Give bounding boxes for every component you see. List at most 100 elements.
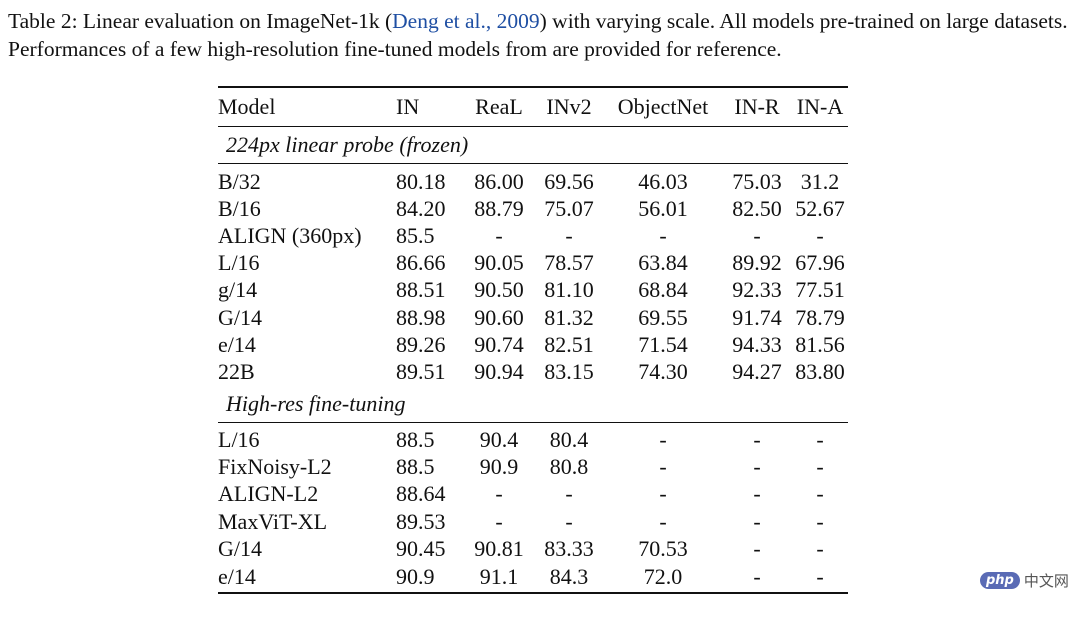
score-cell: 83.33 — [544, 535, 594, 561]
table-row: MaxViT-XL 89.53 - - - - - — [218, 508, 848, 535]
score-cell: - — [792, 562, 848, 595]
score-cell: 89.26 — [396, 331, 446, 357]
score-cell: 89.51 — [396, 358, 446, 384]
score-cell: 90.81 — [474, 535, 524, 561]
score-cell: - — [753, 481, 761, 507]
model-name-cell: G/14 — [218, 304, 262, 330]
model-name-cell: L/16 — [218, 427, 260, 453]
watermark-text: 中文网 — [1023, 572, 1069, 590]
score-cell: 68.84 — [638, 277, 688, 303]
score-cell: 74.30 — [638, 358, 688, 384]
model-name-cell: G/14 — [218, 535, 262, 561]
score-cell: 88.51 — [396, 277, 446, 303]
section-title: 224px linear probe (frozen) — [218, 126, 848, 164]
column-header: ReaL — [464, 86, 534, 127]
score-cell: - — [816, 222, 824, 248]
model-name-cell: g/14 — [218, 277, 258, 303]
score-cell: - — [753, 454, 761, 480]
column-header: ObjectNet — [604, 86, 722, 127]
score-cell: - — [659, 427, 667, 453]
score-cell: 84.3 — [534, 562, 604, 595]
caption-text-before: Table 2: Linear evaluation on ImageNet-1… — [8, 9, 393, 33]
model-name-cell: FixNoisy-L2 — [218, 454, 332, 480]
score-cell: - — [659, 481, 667, 507]
score-cell: 52.67 — [795, 195, 845, 221]
score-cell: 80.8 — [549, 454, 589, 480]
score-cell: 83.15 — [544, 358, 594, 384]
score-cell: 78.57 — [544, 250, 594, 276]
score-cell: - — [495, 508, 503, 534]
table-row: 22B 89.51 90.94 83.15 74.30 94.27 83.80 — [218, 358, 848, 385]
table-row: B/16 84.20 88.79 75.07 56.01 82.50 52.67 — [218, 195, 848, 222]
column-header: Model — [218, 86, 396, 127]
score-cell: 83.80 — [795, 358, 845, 384]
score-cell: 86.00 — [474, 168, 524, 194]
watermark-logo: php — [980, 572, 1020, 589]
score-cell: 75.03 — [732, 168, 782, 194]
table-row: g/14 88.51 90.50 81.10 68.84 92.33 77.51 — [218, 277, 848, 304]
score-cell: 80.4 — [549, 427, 589, 453]
model-name-cell: L/16 — [218, 250, 260, 276]
score-cell: 94.27 — [732, 358, 782, 384]
score-cell: 69.55 — [638, 304, 688, 330]
score-cell: - — [495, 222, 503, 248]
table-row: e/14 90.9 91.1 84.3 72.0- - — [218, 562, 848, 595]
table-row: ALIGN (360px) 85.5 - - - - - — [218, 222, 848, 249]
score-cell: 90.60 — [474, 304, 524, 330]
table-body: 224px linear probe (frozen) B/32 80.18 86.0… — [218, 126, 848, 595]
score-cell: - — [565, 508, 573, 534]
watermark: php 中文网 — [980, 570, 1069, 591]
table-caption: Table 2: Linear evaluation on ImageNet-1… — [8, 7, 1072, 63]
score-cell: 88.5 — [396, 454, 435, 480]
score-cell: 82.51 — [544, 331, 594, 357]
score-cell: 86.66 — [396, 250, 446, 276]
score-cell: 88.79 — [474, 195, 524, 221]
score-cell: 90.74 — [474, 331, 524, 357]
citation-link[interactable]: Deng et al., 2009 — [392, 9, 540, 33]
score-cell: 92.33 — [732, 277, 782, 303]
score-cell: 90.45 — [396, 535, 446, 561]
score-cell: 88.64 — [396, 481, 446, 507]
caption-text-after: ) with varying scale. All models pre-tra… — [8, 9, 1068, 61]
model-name-cell: 22B — [218, 358, 255, 384]
score-cell: - — [816, 508, 824, 534]
score-cell: 90.9 — [479, 454, 519, 480]
table-header-row: Model IN ReaL INv2 ObjectNet IN-R IN-A — [218, 86, 848, 127]
column-header: INv2 — [534, 86, 604, 127]
score-cell: 81.32 — [544, 304, 594, 330]
score-cell: 94.33 — [732, 331, 782, 357]
section-header-row: High-res fine-tuning — [218, 385, 848, 423]
score-cell: 90.05 — [474, 250, 524, 276]
score-cell: 78.79 — [795, 304, 845, 330]
results-table: Model IN ReaL INv2 ObjectNet IN-R IN-A 224px l… — [218, 86, 848, 595]
section-title: High-res fine-tuning — [218, 385, 848, 423]
score-cell: 67.96 — [795, 250, 845, 276]
score-cell: 56.01 — [638, 195, 688, 221]
score-cell: 70.53 — [638, 535, 688, 561]
model-name-cell: B/32 — [218, 168, 261, 194]
score-cell: 88.98 — [396, 304, 446, 330]
column-header: IN-A — [792, 86, 848, 127]
score-cell: 81.10 — [544, 277, 594, 303]
score-cell: 91.74 — [732, 304, 782, 330]
score-cell: 90.9 — [396, 562, 464, 595]
score-cell: 77.51 — [795, 277, 845, 303]
score-cell: 69.56 — [544, 168, 594, 194]
score-cell: - — [495, 481, 503, 507]
score-cell: - — [816, 481, 824, 507]
table-row: L/16 88.5 90.4 80.4 - - - — [218, 422, 848, 454]
score-cell: - — [816, 427, 824, 453]
score-cell: 81.56 — [795, 331, 845, 357]
model-name-cell: e/14 — [218, 331, 256, 357]
table-row: G/14 90.45 90.81 83.33 70.53 - - — [218, 535, 848, 562]
score-cell: - — [659, 222, 667, 248]
table-row: B/32 80.18 86.00 69.56 46.03 75.03 31.2 — [218, 164, 848, 196]
score-cell: 80.18 — [396, 168, 446, 194]
score-cell: 75.07 — [544, 195, 594, 221]
section-header-row: 224px linear probe (frozen) — [218, 126, 848, 164]
score-cell: 72.0 — [604, 562, 722, 595]
score-cell: 63.84 — [638, 250, 688, 276]
table-row: ALIGN-L2 88.64 - - - - - — [218, 481, 848, 508]
model-name-cell: MaxViT-XL — [218, 508, 328, 534]
score-cell: - — [753, 427, 761, 453]
